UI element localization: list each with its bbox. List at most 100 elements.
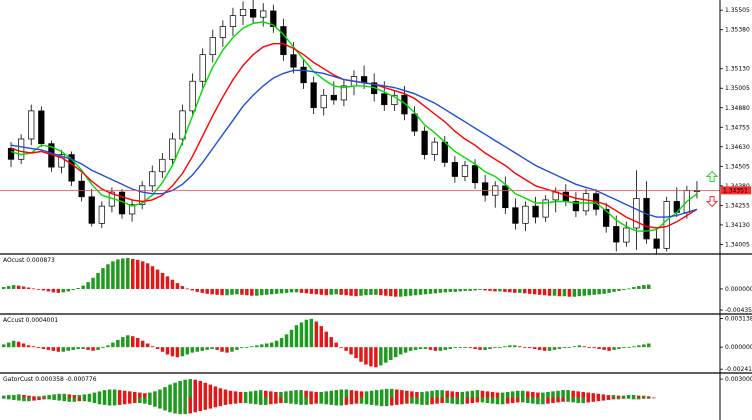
indicator-bar: [269, 288, 274, 295]
gator-lower-bar: [12, 397, 16, 400]
candle: [340, 79, 348, 107]
price-panel[interactable]: 1.35505 1.35380 1.35130 1.35005 1.34880 1.347…: [0, 0, 751, 255]
gator-upper-bar: [389, 388, 394, 398]
gator-lower-bar: [42, 397, 46, 400]
indicator-bar: [582, 288, 587, 296]
candle: [88, 188, 95, 227]
candle: [250, 0, 257, 24]
bear-candle-body: [482, 182, 489, 196]
gator-lower-bar: [425, 397, 429, 405]
gator-upper-bar: [465, 391, 470, 398]
indicator-bar: [145, 343, 150, 348]
gator-lower-bar: [117, 397, 122, 405]
candle: [653, 228, 660, 255]
bull-candle-body: [139, 185, 146, 205]
indicator-bar: [448, 347, 453, 349]
gator-upper-bar: [17, 394, 21, 398]
candle: [159, 153, 166, 179]
indicator-bar: [473, 288, 477, 291]
indicator-bar: [61, 347, 66, 352]
gator-lower-bar: [551, 397, 555, 404]
indicator-bar: [513, 345, 517, 348]
indicator-bar: [498, 347, 502, 348]
gator-upper-bar: [369, 390, 374, 398]
indicator-bar: [518, 346, 522, 348]
moving-average-line: [10, 21, 698, 232]
indicator-bar: [66, 347, 70, 351]
gator-lower-bar: [168, 397, 172, 413]
indicator-bar: [592, 288, 596, 295]
indicator-bar: [612, 288, 616, 292]
indicator-bar: [438, 347, 443, 351]
indicator-bar: [314, 288, 319, 295]
indicator-bar: [473, 347, 477, 349]
gator-upper-bar: [379, 389, 384, 398]
indicator-tick-label: -0.0024114: [725, 366, 752, 373]
gator-tick-label: 0.003000: [725, 376, 752, 383]
indicator-bar: [384, 288, 388, 296]
indicator-bar: [106, 345, 110, 348]
gator-lower-bar: [72, 397, 77, 402]
indicator-bar: [96, 272, 100, 289]
gator-lower-bar: [616, 397, 621, 400]
indicator-bar: [255, 288, 259, 296]
indicator-bar: [463, 347, 467, 348]
indicator-bar: [91, 347, 95, 351]
bear-candle-body: [330, 94, 337, 101]
gator-upper-bar: [87, 393, 92, 398]
gator-upper-bar: [646, 396, 651, 398]
indicator-bar: [319, 326, 324, 348]
gator-lower-bar: [97, 397, 102, 405]
gator-upper-bar: [475, 390, 480, 398]
indicator-bar: [309, 288, 314, 294]
gator-lower-bar: [490, 397, 495, 404]
gator-upper-bar: [601, 394, 606, 398]
indicator-bar: [255, 345, 259, 348]
indicator-bar: [284, 334, 289, 348]
gator-upper-bar: [616, 395, 621, 398]
indicator-bar: [423, 288, 428, 295]
gator-upper-bar: [561, 390, 565, 398]
indicator-bar: [160, 272, 165, 289]
indicator-bar: [418, 347, 423, 349]
bear-candle-body: [653, 238, 660, 249]
indicator-bar: [503, 346, 507, 348]
gatorcust-panel[interactable]: GatorCust 0.000358 -0.000776 0.003000: [2, 376, 752, 415]
candle: [482, 174, 489, 202]
indicator-bar: [324, 288, 328, 296]
indicator-bar: [547, 347, 552, 351]
indicator-bar: [537, 288, 542, 295]
gator-upper-bar: [52, 394, 56, 398]
indicator-bar: [26, 287, 31, 289]
aocust-panel[interactable]: AOcust 0.000873 0.000000 -0.004350: [2, 257, 752, 314]
indicator-bar: [334, 288, 338, 295]
accust-panel[interactable]: ACcust 0.0004001 0.0031382 0.000000 -0.002…: [2, 315, 752, 373]
indicator-bar: [522, 288, 527, 294]
candle: [320, 89, 327, 116]
indicator-bar: [597, 347, 601, 349]
gator-upper-bar: [173, 382, 177, 398]
indicator-bar: [354, 347, 358, 359]
gator-upper-bar: [208, 384, 213, 398]
indicator-bar: [503, 288, 507, 292]
indicator-bar: [86, 282, 90, 289]
gator-lower-bar: [465, 397, 470, 404]
indicator-bar: [632, 346, 636, 348]
indicator-bar: [577, 345, 582, 348]
indicator-bar: [413, 347, 418, 350]
bull-candle-body: [98, 205, 105, 224]
gator-lower-bar: [243, 397, 248, 404]
indicator-bar: [354, 288, 358, 297]
gator-lower-bar: [470, 397, 475, 404]
gator-lower-bar: [495, 397, 500, 405]
indicator-bar: [612, 347, 616, 350]
gator-lower-bar: [264, 397, 268, 405]
bear-candle-body: [401, 94, 408, 115]
gator-lower-bar: [324, 397, 329, 405]
bull-candle-body: [461, 165, 469, 177]
gator-lower-bar: [238, 397, 243, 404]
indicator-bar: [319, 288, 324, 295]
indicator-bar: [329, 288, 333, 295]
gator-upper-bar: [344, 389, 349, 398]
